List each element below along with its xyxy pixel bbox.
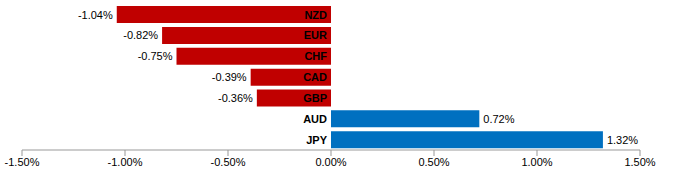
svg-text:-1.00%: -1.00% [108,156,143,168]
svg-text:CHF: CHF [304,50,327,62]
svg-text:0.00%: 0.00% [315,156,346,168]
svg-text:-1.50%: -1.50% [5,156,40,168]
svg-text:NZD: NZD [304,9,327,21]
svg-text:1.00%: 1.00% [521,156,552,168]
svg-text:1.50%: 1.50% [624,156,655,168]
svg-text:1.32%: 1.32% [607,134,638,146]
svg-text:0.72%: 0.72% [483,113,514,125]
svg-text:-0.82%: -0.82% [123,29,158,41]
svg-text:JPY: JPY [306,134,327,146]
svg-text:GBP: GBP [303,92,327,104]
svg-text:-0.36%: -0.36% [218,92,253,104]
svg-text:0.50%: 0.50% [418,156,449,168]
svg-text:CAD: CAD [303,71,327,83]
svg-text:EUR: EUR [304,29,327,41]
svg-text:AUD: AUD [303,113,327,125]
svg-text:-0.39%: -0.39% [212,71,247,83]
svg-text:-0.50%: -0.50% [211,156,246,168]
svg-text:-0.75%: -0.75% [138,50,173,62]
svg-text:-1.04%: -1.04% [78,9,113,21]
